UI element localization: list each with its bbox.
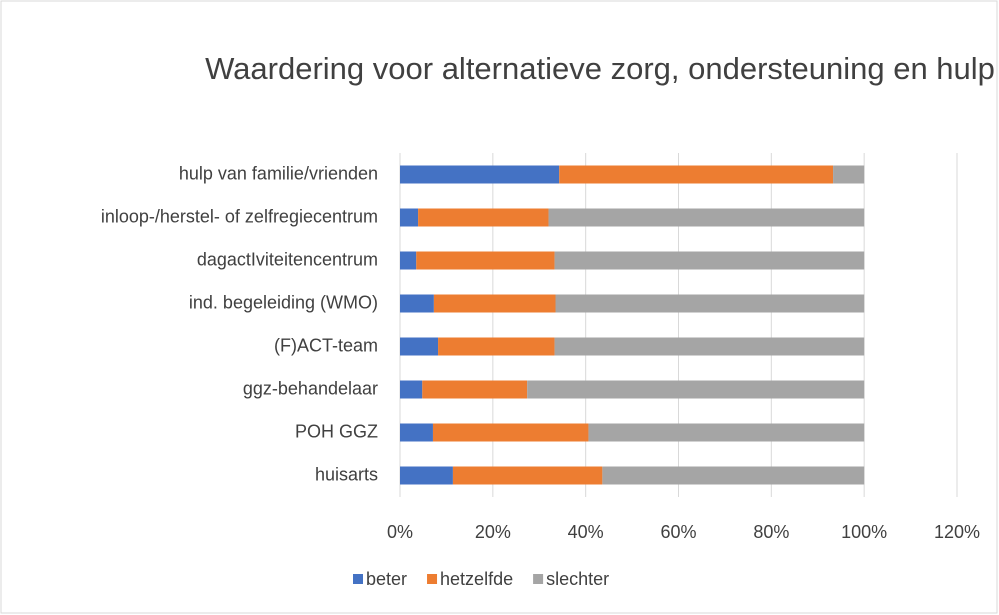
chart-title: Waardering voor alternatieve zorg, onder… <box>205 51 995 86</box>
bar-segment <box>554 251 865 270</box>
bar-segment <box>559 165 834 184</box>
y-tick-label: huisarts <box>315 464 378 484</box>
y-tick-label: POH GGZ <box>295 421 378 441</box>
bar-segment <box>554 337 865 356</box>
y-tick-label: (F)ACT-team <box>274 335 378 355</box>
bar-segment <box>548 208 865 227</box>
x-tick-label: 100% <box>841 522 887 542</box>
y-tick-label: dagactIviteitencentrum <box>197 249 378 269</box>
bar-segment <box>438 337 555 356</box>
legend-swatch <box>353 574 363 584</box>
x-tick-label: 60% <box>660 522 696 542</box>
bar-segment <box>400 466 453 485</box>
bar-segment <box>400 251 417 270</box>
x-tick-label: 0% <box>387 522 413 542</box>
bar-segment <box>400 423 433 442</box>
bar-segment <box>588 423 865 442</box>
legend-swatch <box>427 574 438 584</box>
bar-segment <box>416 251 555 270</box>
legend-label: slechter <box>546 569 609 589</box>
y-tick-label: ind. begeleiding (WMO) <box>189 292 378 312</box>
x-tick-label: 80% <box>753 522 789 542</box>
bar-segment <box>400 208 419 227</box>
x-tick-label: 120% <box>934 522 980 542</box>
bar-segment <box>400 294 434 313</box>
bar-segment <box>433 294 556 313</box>
y-tick-label: ggz-behandelaar <box>243 378 378 398</box>
legend-label: hetzelfde <box>440 569 513 589</box>
legend-label: beter <box>366 569 407 589</box>
bar-segment <box>527 380 865 399</box>
legend-swatch <box>533 574 544 584</box>
x-tick-label: 40% <box>568 522 604 542</box>
bar-segment <box>833 165 865 184</box>
y-tick-label: hulp van familie/vrienden <box>179 163 378 183</box>
y-tick-label: inloop-/herstel- of zelfregiecentrum <box>101 206 378 226</box>
bar-segment <box>400 337 439 356</box>
bar-segment <box>400 380 423 399</box>
bar-segment <box>452 466 603 485</box>
bar-segment <box>555 294 865 313</box>
x-tick-label: 20% <box>475 522 511 542</box>
bar-segment <box>418 208 549 227</box>
bar-segment <box>432 423 589 442</box>
bar-segment <box>422 380 528 399</box>
bar-segment <box>400 165 560 184</box>
bar-segment <box>602 466 865 485</box>
